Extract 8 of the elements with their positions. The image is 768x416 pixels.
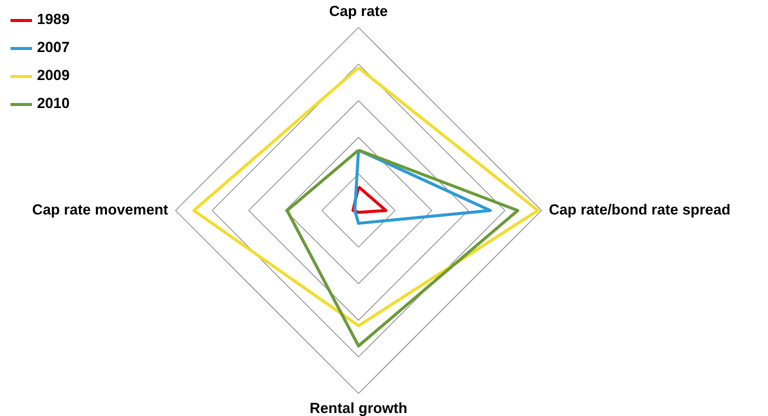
legend-label: 1989	[37, 12, 70, 28]
legend-label: 2009	[37, 68, 70, 84]
legend-label: 2007	[37, 40, 70, 56]
spoke-label: Cap rate movement	[32, 202, 168, 218]
legend-label: 2010	[37, 96, 70, 112]
spoke-label: Cap rate/bond rate spread	[548, 202, 730, 218]
spoke-label: Rental growth	[310, 400, 408, 416]
spoke-label: Cap rate	[329, 4, 388, 20]
